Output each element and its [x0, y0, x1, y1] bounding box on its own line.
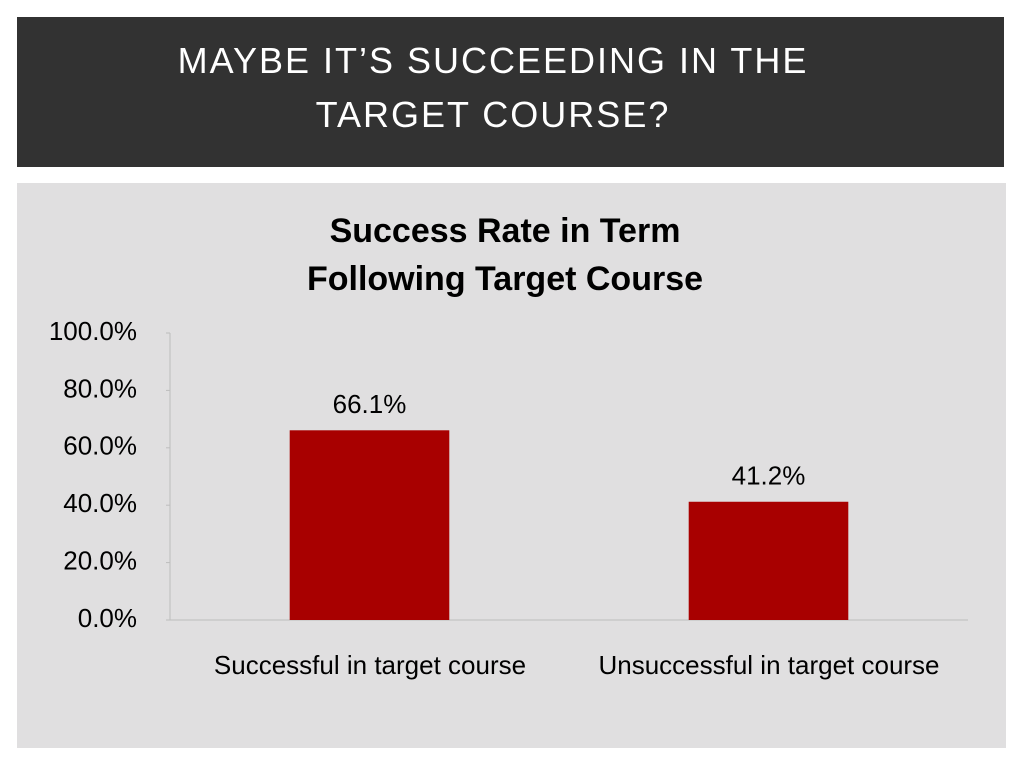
y-tick-label: 20.0%	[63, 545, 137, 575]
chart-panel	[17, 183, 1006, 748]
slide-title: MAYBE IT’S SUCCEEDING IN THE TARGET COUR…	[177, 40, 809, 135]
x-tick-label: Successful in target course	[213, 650, 527, 680]
bar	[688, 501, 849, 620]
value-label: 41.2%	[732, 461, 806, 491]
bar	[289, 430, 450, 620]
value-label: 66.1%	[333, 389, 407, 419]
y-tick-label: 80.0%	[63, 373, 137, 403]
y-tick-label: 40.0%	[63, 488, 137, 518]
y-tick-label: 60.0%	[63, 431, 137, 461]
chart-title: Success Rate in Term Following Target Co…	[306, 212, 704, 298]
y-tick-label: 100.0%	[49, 316, 137, 346]
x-tick-label: Unsuccessful in target course	[598, 650, 940, 680]
y-tick-label: 0.0%	[78, 603, 137, 633]
header-bar	[17, 17, 1004, 167]
